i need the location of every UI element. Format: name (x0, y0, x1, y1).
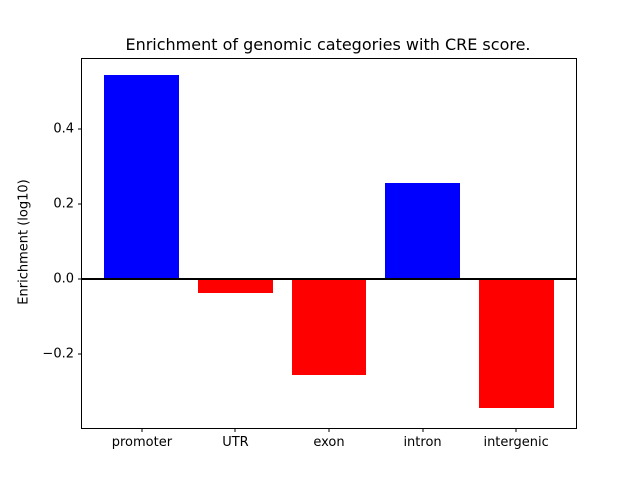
y-tick-mark-−0.2 (78, 353, 82, 355)
bar-promoter (104, 74, 180, 280)
x-tick-mark-promoter (141, 428, 143, 432)
y-tick-mark-0.2 (78, 203, 82, 205)
x-tick-label-intergenic: intergenic (483, 435, 549, 450)
x-tick-label-intron: intron (403, 435, 442, 450)
x-tick-mark-intergenic (515, 428, 517, 432)
y-tick-label-0.0: 0.0 (53, 271, 74, 287)
y-tick-label-0.4: 0.4 (53, 121, 74, 137)
x-tick-label-exon: exon (313, 435, 345, 450)
y-tick-label-−0.2: −0.2 (42, 346, 74, 362)
bar-intron (385, 183, 460, 280)
x-tick-mark-intron (422, 428, 424, 432)
zero-line (82, 278, 576, 281)
bar-intergenic (478, 279, 554, 408)
chart-title: Enrichment of genomic categories with CR… (125, 35, 531, 54)
x-tick-mark-exon (328, 428, 330, 432)
x-tick-label-UTR: UTR (222, 435, 249, 450)
y-tick-label-0.2: 0.2 (53, 196, 74, 212)
y-tick-mark-0.4 (78, 128, 82, 130)
bar-exon (291, 279, 367, 375)
y-axis-label: Enrichment (log10) (16, 179, 32, 305)
x-tick-label-promoter: promoter (111, 435, 173, 450)
x-tick-mark-UTR (234, 428, 236, 432)
bar-UTR (198, 279, 273, 293)
plot-area: promoter UTR exon intron intergenic −0.2 0.0 0.… (42, 58, 577, 450)
y-tick-mark-0.0 (78, 278, 82, 280)
